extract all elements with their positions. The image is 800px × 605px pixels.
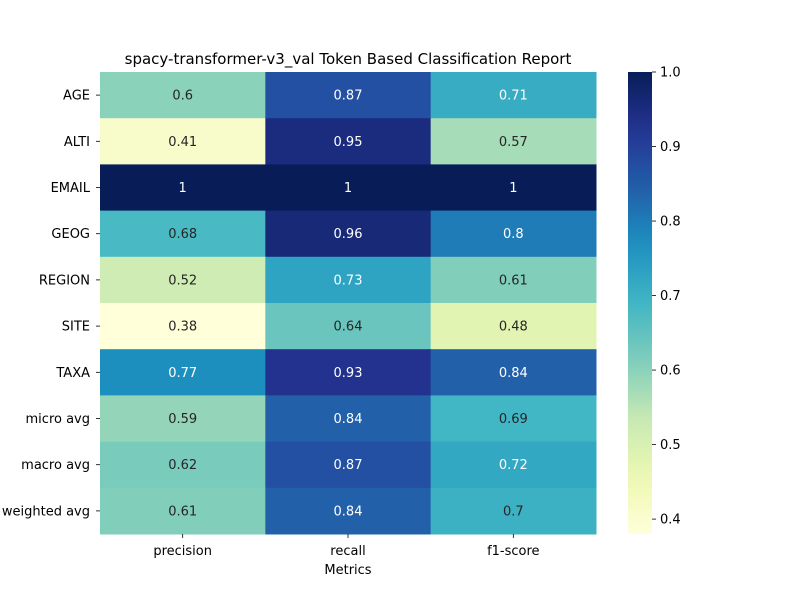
heatmap-cell [100, 349, 266, 396]
heatmap-cell [100, 441, 266, 489]
x-tick-label: recall [330, 544, 365, 559]
colorbar: 0.4 0.5 0.6 0.7 0.8 0.9 1.0 [628, 66, 681, 534]
cell-value-label: 0.84 [499, 366, 528, 381]
heatmap-cell [265, 487, 432, 535]
heatmap-cell [430, 210, 597, 258]
heatmap-cell [265, 72, 432, 119]
cell-value-label: 0.41 [168, 135, 197, 150]
heatmap-cell [265, 256, 432, 304]
heatmap-cell [430, 395, 597, 443]
y-tick-label: micro avg [26, 412, 90, 427]
y-tick-labels: AGE ALTI EMAIL GEOG REGION SITE TAXA micro avg m… [2, 89, 100, 519]
colorbar-tick-label: 1.0 [660, 66, 681, 81]
cell-value-label: 0.52 [168, 273, 197, 288]
colorbar-tick-label: 0.5 [660, 438, 681, 453]
heatmap-cell [430, 441, 597, 489]
cell-value-label: 0.68 [168, 227, 197, 242]
heatmap-cell [265, 349, 432, 396]
cell-value-label: 0.84 [334, 504, 363, 519]
heatmap-cell [265, 164, 432, 212]
y-tick-label: macro avg [21, 458, 90, 473]
colorbar-gradient [628, 72, 652, 534]
heatmap-cell [265, 303, 432, 350]
heatmap-cell [265, 210, 432, 258]
heatmap-cell [265, 118, 432, 165]
y-tick-label: weighted avg [2, 504, 90, 519]
heatmap-cell [430, 256, 597, 304]
cell-value-label: 0.95 [334, 135, 363, 150]
heatmap-cell [100, 164, 266, 212]
cell-value-label: 0.87 [334, 89, 363, 104]
x-tick-label: f1-score [487, 544, 539, 559]
cell-value-label: 1 [344, 181, 352, 196]
cell-value-label: 0.64 [334, 320, 363, 335]
cell-value-label: 0.72 [499, 458, 528, 473]
cell-value-label: 0.61 [499, 273, 528, 288]
cell-value-label: 0.62 [168, 458, 197, 473]
cell-value-label: 0.8 [503, 227, 524, 242]
cell-value-label: 0.69 [499, 412, 528, 427]
cell-value-label: 1 [179, 181, 187, 196]
cell-value-label: 0.87 [334, 458, 363, 473]
cell-value-label: 0.38 [168, 320, 197, 335]
heatmap-cell [100, 303, 266, 350]
cell-value-label: 0.59 [168, 412, 197, 427]
heatmap-cell [430, 72, 597, 119]
colorbar-tick-label: 0.6 [660, 364, 681, 379]
heatmap-cell [430, 487, 597, 535]
heatmap-cell [100, 118, 266, 165]
heatmap-cell [100, 256, 266, 304]
heatmap-cell [430, 118, 597, 165]
y-tick-label: GEOG [51, 227, 90, 242]
x-tick-label: precision [153, 544, 212, 559]
cell-value-label: 0.6 [172, 89, 193, 104]
heatmap-cell [100, 395, 266, 443]
cell-value-label: 0.84 [334, 412, 363, 427]
cell-value-label: 0.93 [334, 366, 363, 381]
heatmap-cell [100, 72, 266, 119]
y-tick-label: SITE [62, 320, 90, 335]
heatmap-cells [100, 72, 597, 535]
cell-value-label: 0.77 [168, 366, 197, 381]
cell-value-label: 0.57 [499, 135, 528, 150]
x-axis-label: Metrics [324, 563, 371, 578]
y-tick-label: AGE [63, 89, 90, 104]
colorbar-tick-label: 0.8 [660, 215, 681, 230]
y-tick-label: ALTI [64, 135, 90, 150]
heatmap-cell [430, 349, 597, 396]
cell-value-label: 0.7 [503, 504, 524, 519]
heatmap-cell [265, 441, 432, 489]
cell-value-label: 0.61 [168, 504, 197, 519]
heatmap-cell [100, 210, 266, 258]
x-tick-labels: precision recall f1-score [153, 534, 540, 559]
y-tick-label: TAXA [55, 366, 90, 381]
cell-value-label: 0.48 [499, 320, 528, 335]
heatmap-cell-labels: 0.6 0.87 0.71 0.41 0.95 0.57 1 1 1 0.68 0.96 0.8 0.5… [168, 89, 528, 520]
cell-value-label: 0.96 [334, 227, 363, 242]
colorbar-tick-label: 0.7 [660, 289, 681, 304]
heatmap-cell [265, 395, 432, 443]
heatmap-cell [430, 164, 597, 212]
heatmap-cell [430, 303, 597, 350]
heatmap-cell [100, 487, 266, 535]
y-tick-label: EMAIL [51, 181, 91, 196]
colorbar-tick-label: 0.4 [660, 513, 681, 528]
cell-value-label: 0.73 [334, 273, 363, 288]
colorbar-tick-label: 0.9 [660, 140, 681, 155]
cell-value-label: 1 [509, 181, 517, 196]
chart-title: spacy-transformer-v3_val Token Based Cla… [125, 50, 572, 69]
cell-value-label: 0.71 [499, 89, 528, 104]
y-tick-label: REGION [39, 273, 90, 288]
